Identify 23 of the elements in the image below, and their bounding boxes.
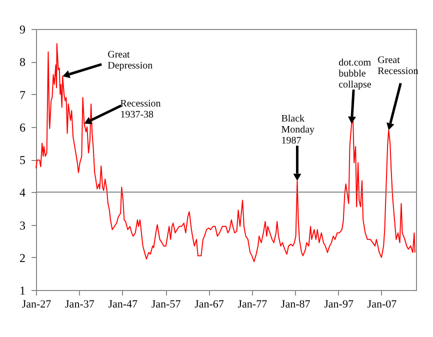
y-tick-label: 7 [20,88,26,102]
y-tick-label: 1 [20,284,26,298]
x-tick-label: Jan-87 [280,298,311,310]
annotation: Recession 1937-38 [120,98,161,121]
x-tick-label: Jan-57 [151,298,182,310]
annotation: Great Recession [378,55,418,78]
annotation: dot.com bubble collapse [338,58,372,91]
annotation: Great Depression [108,49,153,72]
x-tick-label: Jan-67 [194,298,224,310]
y-tick-label: 9 [20,22,26,36]
y-tick-label: 3 [20,218,26,232]
y-tick-label: 4 [20,186,26,200]
y-tick-label: 5 [20,153,26,167]
y-tick-label: 6 [20,120,26,134]
x-tick-label: Jan-07 [367,298,398,310]
annotation: Black Monday 1987 [281,114,315,147]
x-tick-label: Jan-27 [22,298,52,310]
x-tick-label: Jan-97 [324,298,354,310]
x-tick-label: Jan-77 [238,298,268,310]
x-tick-label: Jan-47 [108,298,138,310]
y-tick-label: 2 [20,250,26,265]
y-tick-label: 8 [20,55,26,70]
x-tick-label: Jan-37 [65,298,95,310]
